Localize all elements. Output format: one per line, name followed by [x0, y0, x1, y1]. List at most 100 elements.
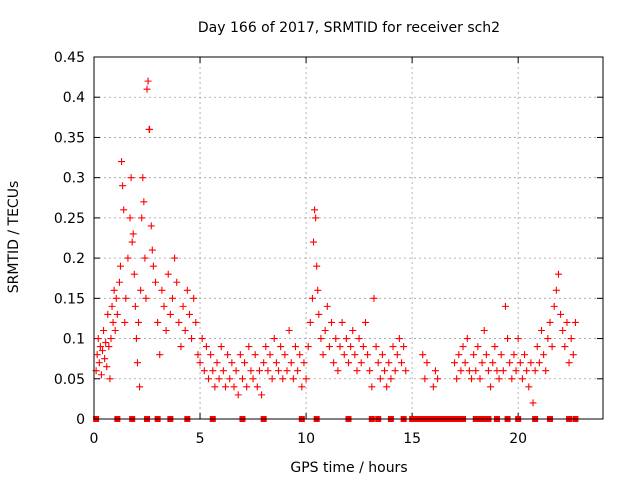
- data-point: [183, 286, 191, 294]
- data-point: [202, 343, 210, 351]
- y-tick-label: 0.35: [54, 130, 85, 146]
- data-point: [465, 367, 473, 375]
- data-point: [315, 310, 323, 318]
- data-point: [330, 359, 338, 367]
- data-point: [334, 367, 342, 375]
- data-point: [213, 359, 221, 367]
- data-point: [400, 343, 408, 351]
- data-point: [245, 343, 253, 351]
- data-point: [476, 375, 484, 383]
- data-point: [395, 335, 403, 343]
- data-point: [378, 351, 386, 359]
- data-point: [398, 359, 406, 367]
- data-point: [154, 318, 162, 326]
- data-point: [495, 375, 503, 383]
- data-point: [537, 327, 545, 335]
- data-point: [149, 262, 157, 270]
- data-point: [102, 339, 110, 347]
- data-point: [512, 367, 520, 375]
- data-point: [557, 310, 565, 318]
- data-point: [106, 375, 114, 383]
- data-point: [514, 335, 522, 343]
- data-point: [94, 335, 102, 343]
- data-point: [179, 302, 187, 310]
- data-point: [119, 182, 127, 190]
- data-point: [459, 343, 467, 351]
- data-point: [108, 302, 116, 310]
- data-point: [294, 367, 302, 375]
- data-point: [224, 351, 232, 359]
- data-point: [429, 383, 437, 391]
- data-point: [453, 375, 461, 383]
- data-point: [131, 302, 139, 310]
- y-tick-label: 0.3: [63, 171, 85, 187]
- y-tick-label: 0.2: [63, 251, 85, 267]
- data-point: [457, 367, 465, 375]
- data-point: [272, 359, 280, 367]
- data-point: [306, 318, 314, 326]
- data-point: [474, 343, 482, 351]
- data-point: [353, 367, 361, 375]
- data-point: [544, 335, 552, 343]
- y-tick-label: 0.25: [54, 211, 85, 227]
- data-point: [381, 367, 389, 375]
- data-point: [312, 214, 320, 222]
- data-point: [357, 359, 365, 367]
- data-point: [510, 351, 518, 359]
- data-point: [132, 335, 140, 343]
- data-point: [121, 318, 129, 326]
- data-point: [173, 278, 181, 286]
- data-point: [97, 371, 105, 379]
- data-point: [217, 343, 225, 351]
- y-tick-label: 0.1: [63, 332, 85, 348]
- data-point: [313, 262, 321, 270]
- data-point: [552, 286, 560, 294]
- data-point: [251, 351, 259, 359]
- data-point: [491, 343, 499, 351]
- data-point: [304, 343, 312, 351]
- data-point: [136, 383, 144, 391]
- data-point: [419, 351, 427, 359]
- data-point: [205, 375, 213, 383]
- data-point: [508, 375, 516, 383]
- data-point: [368, 383, 376, 391]
- data-point: [260, 359, 268, 367]
- data-point: [109, 318, 117, 326]
- data-point: [504, 335, 512, 343]
- data-point: [249, 375, 257, 383]
- data-point: [383, 383, 391, 391]
- y-tick-label: 0.05: [54, 372, 85, 388]
- data-point: [137, 286, 145, 294]
- data-point: [480, 327, 488, 335]
- data-point: [107, 335, 115, 343]
- data-point: [158, 286, 166, 294]
- data-point: [374, 359, 382, 367]
- data-point: [521, 351, 529, 359]
- data-point: [171, 254, 179, 262]
- data-point: [569, 351, 577, 359]
- data-point: [423, 359, 431, 367]
- data-point: [226, 375, 234, 383]
- data-point: [478, 359, 486, 367]
- x-tick-label: 15: [403, 431, 421, 447]
- y-tick-label: 0: [76, 412, 85, 428]
- data-point: [542, 367, 550, 375]
- data-point: [402, 367, 410, 375]
- data-point: [164, 270, 172, 278]
- data-point: [311, 206, 319, 214]
- data-point: [105, 343, 113, 351]
- data-point: [484, 367, 492, 375]
- data-point: [567, 335, 575, 343]
- data-point: [104, 310, 112, 318]
- data-point: [279, 375, 287, 383]
- data-point: [391, 367, 399, 375]
- data-point: [561, 343, 569, 351]
- data-point: [451, 359, 459, 367]
- data-point: [518, 375, 526, 383]
- data-point: [361, 318, 369, 326]
- data-point: [277, 343, 285, 351]
- data-point: [98, 347, 106, 355]
- data-point: [291, 343, 299, 351]
- data-point: [314, 286, 322, 294]
